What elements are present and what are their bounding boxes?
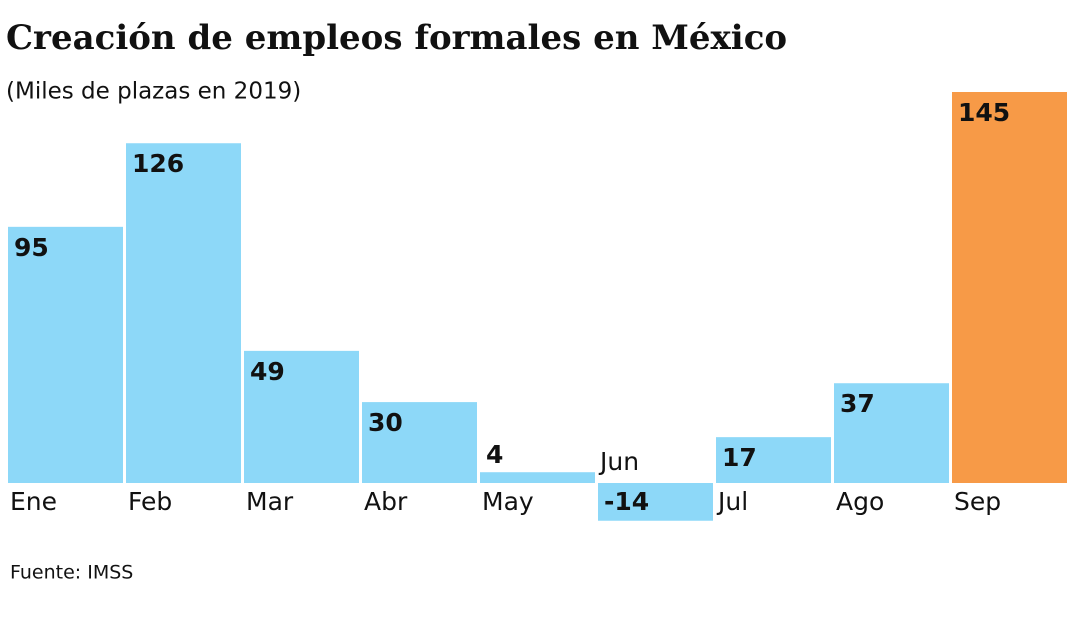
x-tick-label: Jun — [598, 447, 639, 476]
value-label: 145 — [958, 98, 1010, 127]
value-label: 126 — [132, 149, 184, 178]
x-tick-label: Ago — [836, 487, 884, 516]
bar — [126, 143, 241, 483]
value-label: 30 — [368, 408, 403, 437]
x-tick-label: Jul — [716, 487, 748, 516]
source: Fuente: IMSS — [10, 562, 133, 584]
bar — [480, 472, 595, 483]
bar — [244, 350, 359, 483]
bar — [716, 437, 831, 483]
x-tick-label: Feb — [128, 487, 172, 516]
x-tick-label: May — [482, 487, 534, 516]
chart-title: Creación de empleos formales en México — [6, 18, 787, 58]
x-tick-label: Abr — [364, 487, 408, 516]
bar — [952, 92, 1067, 483]
value-label: -14 — [604, 487, 649, 516]
value-label: 95 — [14, 233, 49, 262]
value-label: 37 — [840, 389, 875, 418]
value-label: 17 — [722, 443, 757, 472]
bar — [8, 226, 123, 484]
bar — [598, 483, 713, 521]
x-tick-label: Sep — [954, 487, 1001, 516]
chart-subtitle: (Miles de plazas en 2019) — [6, 79, 301, 105]
x-tick-label: Mar — [246, 487, 294, 516]
bar — [834, 383, 949, 483]
x-tick-label: Ene — [10, 487, 57, 516]
value-label: 49 — [250, 357, 285, 386]
value-label: 4 — [486, 440, 503, 469]
bar — [362, 402, 477, 483]
